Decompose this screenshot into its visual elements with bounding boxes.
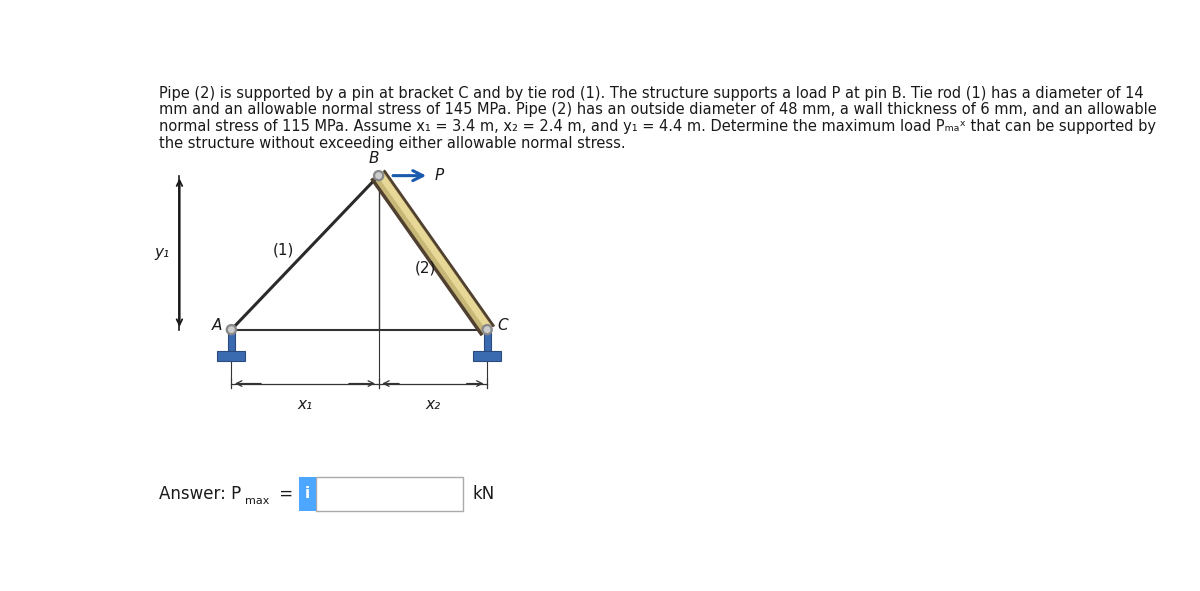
Polygon shape (378, 173, 491, 330)
Circle shape (485, 327, 490, 332)
Text: mm and an allowable normal stress of 145 MPa. Pipe (2) has an outside diameter o: mm and an allowable normal stress of 145… (160, 102, 1157, 118)
Bar (484, 330, 491, 351)
Bar (316, 477, 463, 511)
Bar (228, 330, 235, 351)
Text: P: P (434, 168, 444, 183)
Text: (2): (2) (414, 261, 436, 275)
Circle shape (373, 171, 384, 181)
Text: y₁: y₁ (155, 245, 169, 260)
Text: x₂: x₂ (425, 397, 440, 413)
Text: kN: kN (473, 485, 494, 503)
Text: Pipe (2) is supported by a pin at bracket C and by tie rod (1). The structure su: Pipe (2) is supported by a pin at bracke… (160, 86, 1144, 100)
Circle shape (227, 324, 236, 335)
Text: max: max (245, 496, 269, 506)
Text: C: C (497, 319, 508, 333)
Text: =: = (274, 485, 299, 503)
Text: x₁: x₁ (298, 397, 312, 413)
Text: (1): (1) (272, 243, 294, 258)
Text: i: i (305, 486, 310, 501)
Text: B: B (368, 151, 379, 167)
Bar (473, 351, 502, 361)
Polygon shape (372, 171, 493, 334)
Bar (299, 477, 316, 511)
Text: the structure without exceeding either allowable normal stress.: the structure without exceeding either a… (160, 137, 626, 151)
Text: Answer: P: Answer: P (160, 485, 241, 503)
Circle shape (229, 327, 234, 332)
Text: normal stress of 115 MPa. Assume x₁ = 3.4 m, x₂ = 2.4 m, and y₁ = 4.4 m. Determi: normal stress of 115 MPa. Assume x₁ = 3.… (160, 119, 1157, 134)
Circle shape (376, 173, 382, 178)
Text: A: A (212, 319, 223, 333)
Bar (217, 351, 245, 361)
Circle shape (482, 324, 492, 335)
